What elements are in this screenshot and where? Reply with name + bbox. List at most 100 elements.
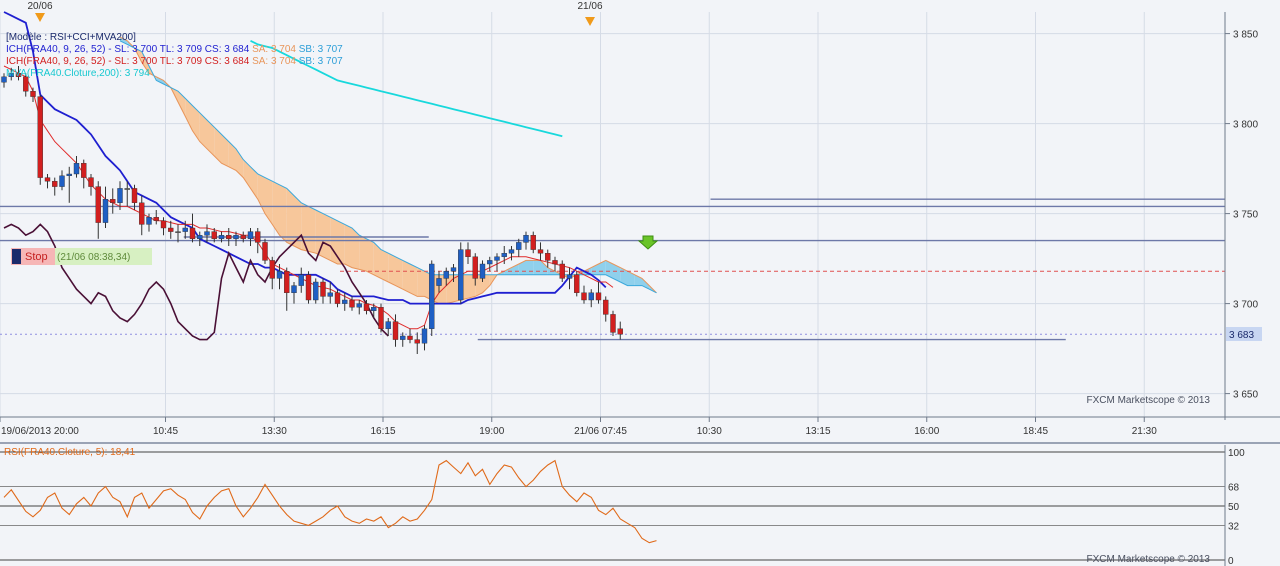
candle[interactable] [102,186,109,228]
cloud-segment [446,274,454,304]
candle[interactable] [617,321,623,340]
candle[interactable] [37,94,43,185]
candle[interactable] [153,210,159,225]
candle[interactable] [218,231,225,243]
candle[interactable] [269,256,275,290]
candle[interactable] [530,231,536,254]
candle[interactable] [545,249,551,268]
candle[interactable] [603,296,609,322]
x-tick-label: 13:30 [262,426,287,437]
candle[interactable] [240,231,246,243]
candle[interactable] [313,278,319,304]
candle[interactable] [523,231,529,250]
top-marker-label: 20/06 [27,1,52,12]
candle[interactable] [23,73,29,97]
candle[interactable] [255,228,261,254]
cloud-segment [352,228,360,270]
candle[interactable] [385,318,391,336]
candle[interactable] [342,292,348,311]
candle[interactable] [1,73,7,88]
candle[interactable] [88,174,94,196]
candle[interactable] [139,195,145,236]
candle[interactable] [429,260,435,336]
candle[interactable] [262,238,268,264]
candle[interactable] [479,260,486,282]
candle[interactable] [400,332,406,347]
candle[interactable] [110,188,116,214]
candle[interactable] [73,156,80,178]
candle[interactable] [44,174,51,189]
candle[interactable] [472,253,478,286]
top-marker-1[interactable]: 20/06 [27,1,53,22]
candle[interactable] [378,303,384,333]
candle[interactable] [610,310,616,336]
cloud-segment [120,37,128,45]
candle[interactable] [291,282,297,304]
candle[interactable] [15,66,22,81]
candle[interactable] [189,213,196,243]
candle[interactable] [574,271,580,297]
top-marker-2[interactable]: 21/06 [577,1,603,26]
candle[interactable] [233,231,239,246]
candle[interactable] [284,267,290,311]
candle[interactable] [516,238,522,257]
candle[interactable] [81,159,87,189]
candle[interactable] [494,253,500,272]
candle[interactable] [168,220,174,239]
candle[interactable] [276,264,283,290]
candle[interactable] [52,177,58,196]
candle[interactable] [356,300,362,315]
candle[interactable] [117,181,123,210]
candle[interactable] [226,228,232,246]
candle[interactable] [334,289,341,308]
candle[interactable] [443,267,449,286]
candle[interactable] [407,328,413,344]
candle[interactable] [501,246,507,264]
candle[interactable] [211,228,217,243]
candle[interactable] [363,300,370,315]
candle[interactable] [247,228,254,246]
cloud-segment [620,267,628,286]
candle[interactable] [552,256,558,272]
candle[interactable] [66,166,72,203]
candle[interactable] [160,217,167,236]
candle[interactable] [197,231,203,246]
stop-order-tag[interactable]: Stop (21/06 08:38,34) [11,248,152,265]
candle[interactable] [537,242,544,261]
candle[interactable] [146,213,152,232]
stop-handle-icon[interactable] [12,249,21,264]
candle[interactable] [566,267,573,290]
candle[interactable] [392,314,399,347]
buy-signal-arrow-icon[interactable] [637,235,659,250]
candle[interactable] [175,224,181,243]
candle[interactable] [508,246,515,261]
candle[interactable] [320,278,326,304]
candle[interactable] [131,184,138,210]
candle-body [523,234,529,243]
candle[interactable] [581,285,587,304]
candle[interactable] [414,332,420,354]
candle[interactable] [588,289,594,308]
candle-body [371,307,377,312]
candle[interactable] [124,181,130,207]
candle[interactable] [298,267,304,293]
candlesticks[interactable] [1,66,623,354]
candle[interactable] [59,170,65,191]
candle[interactable] [204,224,210,243]
candle[interactable] [465,242,471,264]
candle[interactable] [450,264,457,282]
candle[interactable] [436,271,442,293]
candle[interactable] [458,242,464,304]
candle[interactable] [371,303,377,318]
candle[interactable] [30,87,36,102]
candle[interactable] [595,282,602,304]
candle[interactable] [305,271,312,304]
candle[interactable] [95,181,101,239]
candle[interactable] [349,296,355,311]
candle[interactable] [487,256,493,272]
candle[interactable] [327,282,333,304]
candle[interactable] [182,220,188,239]
candle[interactable] [421,325,428,351]
candle[interactable] [559,260,565,282]
candle[interactable] [8,67,14,81]
